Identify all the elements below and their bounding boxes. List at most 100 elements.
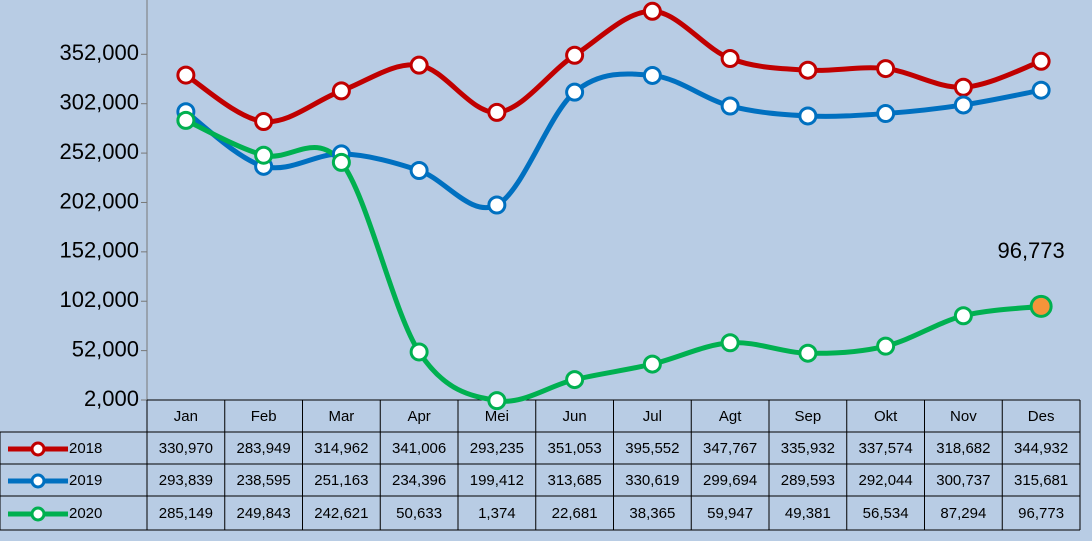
- marker: [642, 1, 662, 21]
- y-tick-label: 202,000: [59, 188, 139, 213]
- marker: [798, 106, 818, 126]
- table-cell: 251,163: [314, 472, 368, 489]
- marker: [798, 343, 818, 363]
- table-cell: 249,843: [237, 505, 291, 522]
- table-cell: 330,619: [625, 472, 679, 489]
- marker: [876, 59, 896, 79]
- x-tick-label: Feb: [251, 408, 277, 425]
- legend-label: 2018: [69, 440, 102, 457]
- table-cell: 242,621: [314, 505, 368, 522]
- marker: [953, 306, 973, 326]
- x-tick-label: Jun: [563, 408, 587, 425]
- marker: [409, 342, 429, 362]
- marker: [254, 112, 274, 132]
- marker: [176, 110, 196, 130]
- x-tick-label: Des: [1028, 408, 1055, 425]
- marker: [565, 82, 585, 102]
- marker: [254, 145, 274, 165]
- legend-label: 2020: [69, 505, 102, 522]
- marker: [720, 96, 740, 116]
- table-cell: 300,737: [936, 472, 990, 489]
- marker: [487, 195, 507, 215]
- table-cell: 292,044: [859, 472, 913, 489]
- y-tick-label: 152,000: [59, 238, 139, 263]
- table-cell: 285,149: [159, 505, 213, 522]
- table-cell: 234,396: [392, 472, 446, 489]
- x-tick-label: Nov: [950, 408, 977, 425]
- x-tick-label: Mei: [485, 408, 509, 425]
- table-cell: 49,381: [785, 505, 831, 522]
- series-line: [184, 8, 1042, 125]
- y-tick-label: 102,000: [59, 287, 139, 312]
- table-cell: 59,947: [707, 505, 753, 522]
- legend-label: 2019: [69, 472, 102, 489]
- x-tick-label: Sep: [795, 408, 822, 425]
- table-cell: 56,534: [863, 505, 909, 522]
- table-cell: 38,365: [629, 505, 675, 522]
- table-cell: 199,412: [470, 472, 524, 489]
- marker: [565, 45, 585, 65]
- legend-marker: [30, 473, 46, 489]
- marker: [1031, 51, 1051, 71]
- x-tick-label: Jul: [643, 408, 662, 425]
- marker: [331, 152, 351, 172]
- table-cell: 1,374: [478, 505, 516, 522]
- marker: [176, 65, 196, 85]
- table-cell: 50,633: [396, 505, 442, 522]
- marker: [720, 333, 740, 353]
- table-cell: 335,932: [781, 440, 835, 457]
- table-cell: 395,552: [625, 440, 679, 457]
- data-label: 96,773: [997, 238, 1064, 263]
- marker: [953, 95, 973, 115]
- y-tick-label: 252,000: [59, 139, 139, 164]
- y-tick-label: 2,000: [84, 386, 139, 411]
- table-cell: 299,694: [703, 472, 757, 489]
- marker: [876, 336, 896, 356]
- x-tick-label: Jan: [174, 408, 198, 425]
- marker: [642, 354, 662, 374]
- table-cell: 347,767: [703, 440, 757, 457]
- table-cell: 293,839: [159, 472, 213, 489]
- x-tick-label: Okt: [874, 408, 898, 425]
- marker: [409, 55, 429, 75]
- marker: [331, 81, 351, 101]
- legend-marker: [30, 506, 46, 522]
- table-cell: 344,932: [1014, 440, 1068, 457]
- legend-marker: [30, 441, 46, 457]
- table-cell: 318,682: [936, 440, 990, 457]
- marker: [1031, 80, 1051, 100]
- table-cell: 22,681: [552, 505, 598, 522]
- table-cell: 330,970: [159, 440, 213, 457]
- marker: [565, 370, 585, 390]
- x-tick-label: Agt: [719, 408, 742, 425]
- table-cell: 341,006: [392, 440, 446, 457]
- table-cell: 289,593: [781, 472, 835, 489]
- series-line: [184, 118, 1042, 404]
- marker: [487, 391, 507, 411]
- y-tick-label: 52,000: [72, 336, 139, 361]
- table-cell: 315,681: [1014, 472, 1068, 489]
- y-tick-label: 302,000: [59, 90, 139, 115]
- table-cell: 87,294: [940, 505, 986, 522]
- highlight-marker: [1029, 294, 1053, 318]
- marker: [720, 49, 740, 69]
- marker: [642, 65, 662, 85]
- series-line: [184, 71, 1042, 210]
- table-cell: 337,574: [859, 440, 913, 457]
- table-cell: 351,053: [548, 440, 602, 457]
- marker: [409, 160, 429, 180]
- y-tick-label: 352,000: [59, 40, 139, 65]
- table-cell: 238,595: [237, 472, 291, 489]
- table-cell: 96,773: [1018, 505, 1064, 522]
- marker: [487, 102, 507, 122]
- x-tick-label: Apr: [407, 408, 430, 425]
- table-cell: 283,949: [237, 440, 291, 457]
- marker: [876, 104, 896, 124]
- table-cell: 293,235: [470, 440, 524, 457]
- table-cell: 313,685: [548, 472, 602, 489]
- marker: [798, 60, 818, 80]
- marker: [953, 77, 973, 97]
- table-cell: 314,962: [314, 440, 368, 457]
